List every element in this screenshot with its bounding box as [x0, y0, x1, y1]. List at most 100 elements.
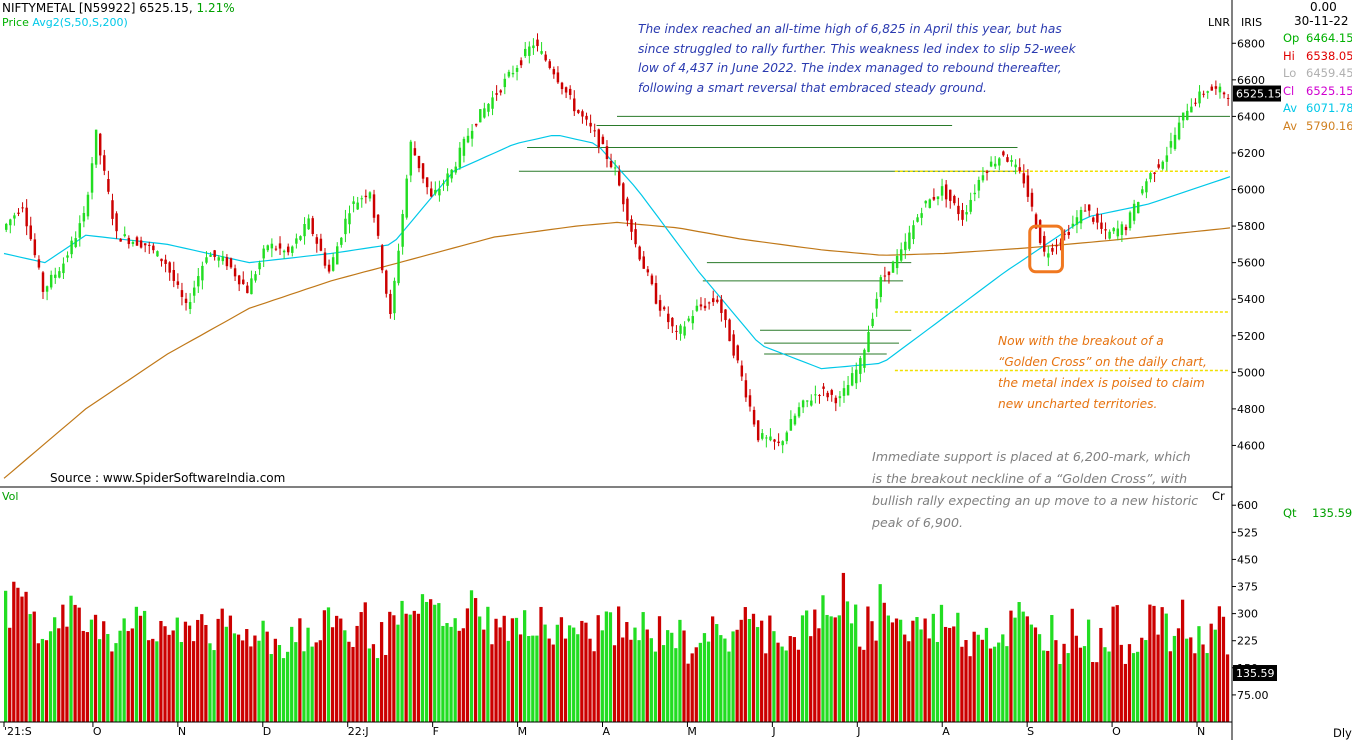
candle-body: [29, 225, 32, 240]
volume-bar: [1225, 654, 1230, 722]
candle-body: [638, 246, 641, 260]
candle-body: [360, 198, 363, 200]
volume-bar: [633, 627, 637, 722]
candle-body: [70, 240, 73, 255]
candle-body: [736, 345, 739, 361]
candle-body: [867, 332, 870, 353]
candle-body: [54, 274, 57, 278]
volume-bar: [77, 607, 81, 722]
volume-bar: [547, 638, 551, 722]
time-tick-label: A: [942, 725, 950, 738]
volume-bar: [772, 631, 776, 722]
candle-body: [291, 246, 294, 253]
candle-body: [1092, 217, 1095, 222]
ohlc-label: Cl: [1283, 83, 1295, 98]
volume-bar: [1221, 616, 1226, 722]
volume-bar: [1217, 606, 1222, 722]
volume-bar: [596, 615, 600, 722]
candle-body: [274, 248, 278, 250]
candle-body: [135, 237, 139, 246]
volume-bar: [48, 631, 53, 722]
volume-bar: [318, 640, 322, 722]
volume-bar: [1050, 615, 1054, 722]
candle-body: [33, 239, 37, 256]
volume-tick-label: 375: [1237, 581, 1258, 594]
ohlc-label: Op: [1283, 31, 1300, 45]
last-volume-badge-text: 135.59: [1236, 667, 1275, 680]
candle-body: [605, 146, 609, 160]
candle-body: [229, 258, 233, 268]
volume-bar: [1160, 607, 1164, 722]
volume-bar: [359, 612, 363, 722]
candle-body: [409, 141, 413, 176]
candle-body: [205, 257, 208, 263]
volume-bar: [784, 650, 788, 722]
volume-bar: [825, 614, 829, 722]
candle-body: [131, 242, 135, 244]
candle-body: [777, 441, 780, 444]
volume-bar: [588, 638, 592, 722]
candle-body: [1226, 97, 1230, 99]
volume-bar: [1205, 653, 1209, 722]
candle-body: [327, 264, 331, 272]
time-tick-label: 22:J: [348, 725, 369, 738]
volume-bar: [1136, 651, 1140, 722]
candle-body: [748, 395, 752, 407]
price-tick-label: 5000: [1237, 366, 1265, 379]
volume-bar: [821, 595, 825, 722]
volume-bar: [482, 629, 486, 722]
candle-body: [295, 238, 298, 244]
candle-body: [654, 283, 658, 304]
candle-body: [479, 109, 482, 123]
volume-bar: [187, 625, 192, 722]
candle-body: [810, 400, 813, 406]
candle-body: [801, 400, 805, 408]
candle-body: [127, 237, 131, 245]
ohlc-value: 6464.15: [1306, 31, 1352, 45]
volume-bar: [396, 624, 400, 722]
volume-bar: [375, 658, 380, 722]
candle-body: [511, 72, 515, 75]
ohlc-value: 6525.15: [1306, 83, 1352, 98]
candle-body: [37, 259, 41, 268]
volume-bar: [1197, 626, 1201, 722]
volume-bar: [919, 629, 923, 722]
candle-body: [438, 188, 441, 196]
volume-bar: [196, 619, 200, 722]
candle-body: [103, 155, 106, 171]
candle-body: [107, 179, 110, 192]
candle-body: [344, 218, 347, 235]
volume-bar: [138, 615, 143, 722]
candle-body: [470, 130, 474, 139]
volume-bar: [1091, 661, 1095, 722]
candle-body: [148, 244, 151, 246]
volume-bar: [269, 654, 273, 722]
candle-body: [989, 161, 993, 167]
candle-body: [213, 250, 216, 257]
volume-bar: [804, 610, 809, 722]
candle-body: [405, 178, 408, 218]
candle-body: [119, 238, 122, 242]
volume-bar: [923, 618, 927, 722]
volume-bar: [1201, 644, 1205, 722]
candle-body: [1014, 164, 1017, 168]
volume-bar: [572, 627, 576, 722]
volume-bar: [1213, 629, 1217, 722]
volume-bar: [97, 639, 102, 722]
side-top-value: 0.00: [1310, 0, 1337, 14]
candle-body: [286, 246, 290, 253]
volume-bar: [257, 640, 261, 722]
volume-bar: [641, 612, 645, 722]
volume-bar: [649, 638, 653, 722]
legend-price: Price: [2, 16, 29, 29]
time-tick-label: J: [856, 725, 860, 738]
price-tick-label: 6600: [1237, 74, 1265, 87]
volume-bar: [1103, 647, 1107, 722]
volume-bar: [326, 607, 331, 722]
last-price-badge: [1233, 85, 1281, 102]
volume-bar: [1099, 627, 1103, 722]
volume-bar: [580, 620, 584, 722]
candle-body: [961, 210, 964, 220]
price-tick-label: 5600: [1237, 257, 1265, 270]
volume-bar: [854, 604, 858, 722]
